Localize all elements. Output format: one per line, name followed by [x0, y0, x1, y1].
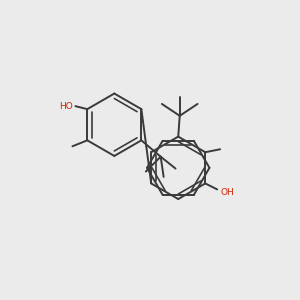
Text: OH: OH [220, 188, 234, 197]
Text: HO: HO [59, 102, 72, 111]
